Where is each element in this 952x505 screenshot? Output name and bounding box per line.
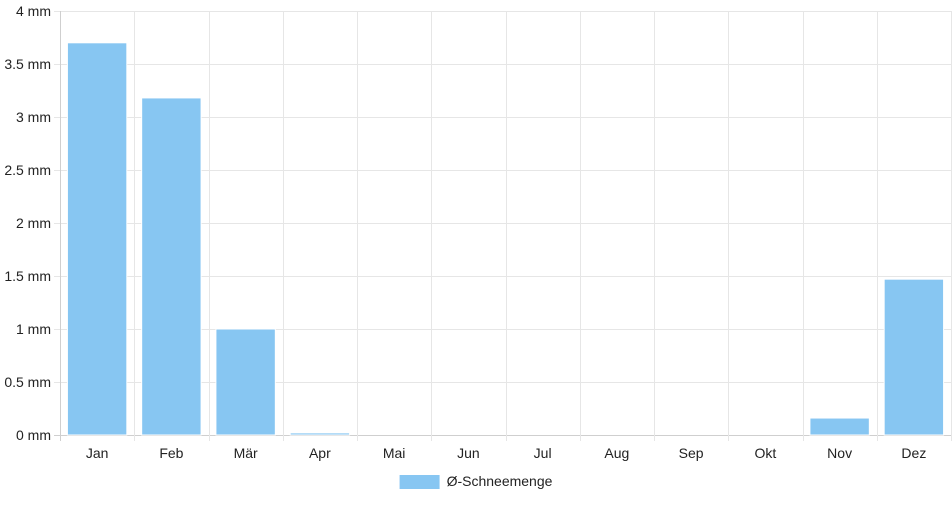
y-tick-label: 2.5 mm [4, 162, 51, 178]
x-tick-label: Okt [754, 445, 776, 461]
x-tick-label: Jul [534, 445, 552, 461]
x-tick-label: Jan [86, 445, 109, 461]
legend[interactable]: Ø-Schneemenge [399, 473, 553, 489]
x-tick-label: Mär [234, 445, 258, 461]
x-tick-label: Mai [383, 445, 406, 461]
y-tick-label: 3 mm [16, 109, 51, 125]
y-tick-label: 3.5 mm [4, 56, 51, 72]
y-tick-label: 1.5 mm [4, 268, 51, 284]
bar-feb[interactable] [141, 97, 202, 436]
x-tick-label: Jun [457, 445, 480, 461]
bar-jan[interactable] [66, 42, 128, 436]
x-tick-label: Feb [159, 445, 183, 461]
y-tick-label: 4 mm [16, 3, 51, 19]
x-tick-label: Dez [901, 445, 926, 461]
y-tick-label: 2 mm [16, 215, 51, 231]
legend-swatch[interactable] [399, 475, 440, 489]
bar-dez[interactable] [883, 278, 945, 436]
x-tick-label: Sep [679, 445, 704, 461]
bar-mär[interactable] [215, 328, 276, 436]
bar-nov[interactable] [809, 417, 870, 436]
bar-apr[interactable] [289, 432, 351, 436]
x-tick-label: Apr [309, 445, 331, 461]
legend-label[interactable]: Ø-Schneemenge [447, 473, 553, 489]
y-tick-label: 0.5 mm [4, 374, 51, 390]
bar-layer [66, 42, 945, 436]
y-tick-label: 0 mm [16, 427, 51, 443]
y-tick-label: 1 mm [16, 321, 51, 337]
x-tick-label: Nov [827, 445, 852, 461]
axis-layer: 0 mm 0.5 mm 1 mm 1.5 mm 2 mm 2.5 mm 3 mm 3.5 mm… [4, 3, 926, 461]
x-tick-label: Aug [604, 445, 629, 461]
